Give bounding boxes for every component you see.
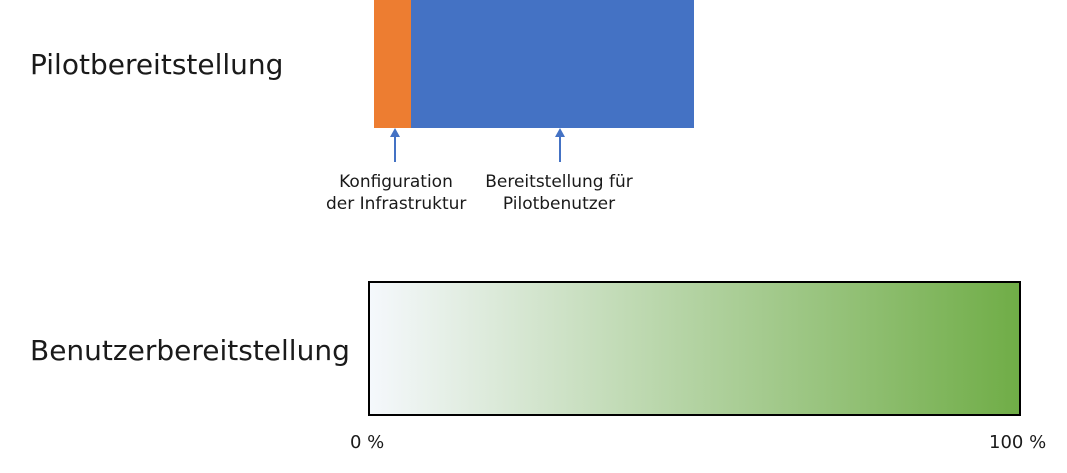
user-deployment-progress-gradient-bar [368,281,1021,416]
annotation-line: Pilotbenutzer [502,194,616,214]
infrastructure-config-annotation: Konfiguration der Infrastruktur [326,171,466,215]
up-arrow-icon [554,128,566,164]
annotation-line: Konfiguration [339,172,453,192]
annotation-line: Bereitstellung für [485,172,633,192]
user-deployment-label: Benutzerbereitstellung [30,334,350,367]
pilot-deployment-label: Pilotbereitstellung [30,48,284,81]
annotation-line: der Infrastruktur [326,194,467,214]
up-arrow-icon [389,128,401,164]
scale-start-label: 0 % [350,432,385,453]
pilot-user-deployment-annotation: Bereitstellung für Pilotbenutzer [474,171,644,215]
infrastructure-config-segment [374,0,411,128]
scale-end-label: 100 % [989,432,1047,453]
pilot-user-deployment-segment [411,0,694,128]
